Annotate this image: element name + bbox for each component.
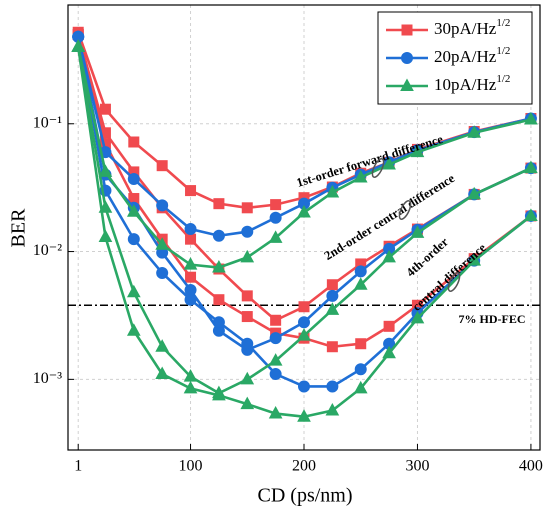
marker bbox=[400, 78, 414, 91]
marker bbox=[269, 332, 282, 345]
marker bbox=[185, 185, 197, 197]
group-ellipse bbox=[371, 158, 385, 178]
legend-label: 30pA/Hz1/2 bbox=[434, 17, 510, 38]
marker bbox=[354, 363, 367, 376]
plot-frame bbox=[67, 4, 541, 451]
marker bbox=[355, 338, 367, 350]
marker bbox=[212, 387, 226, 401]
x-tick-label: 300 bbox=[405, 458, 429, 475]
marker bbox=[325, 302, 340, 315]
marker bbox=[71, 39, 86, 52]
marker bbox=[156, 160, 168, 172]
threshold-label: 7% HD-FEC bbox=[459, 312, 526, 326]
marker bbox=[524, 208, 538, 221]
y-axis-label: BER bbox=[8, 208, 30, 248]
marker bbox=[353, 169, 368, 183]
marker bbox=[240, 371, 255, 385]
marker bbox=[213, 294, 225, 306]
marker bbox=[270, 199, 282, 211]
marker bbox=[297, 409, 311, 422]
marker bbox=[298, 316, 310, 329]
marker bbox=[326, 289, 339, 302]
marker bbox=[241, 311, 253, 323]
marker bbox=[240, 396, 255, 410]
marker bbox=[401, 24, 413, 36]
marker bbox=[467, 125, 482, 138]
marker bbox=[467, 253, 482, 266]
x-axis-label: CD (ps/nm) bbox=[258, 485, 353, 507]
marker bbox=[183, 380, 198, 394]
marker bbox=[155, 237, 170, 250]
marker bbox=[155, 339, 170, 352]
marker bbox=[126, 323, 141, 336]
marker bbox=[382, 345, 396, 359]
marker bbox=[270, 314, 282, 326]
marker bbox=[183, 257, 198, 270]
marker bbox=[354, 265, 367, 278]
marker bbox=[467, 186, 482, 200]
x-tick-label: 1 bbox=[74, 458, 82, 475]
marker bbox=[383, 320, 395, 332]
marker bbox=[127, 233, 140, 246]
marker bbox=[241, 290, 253, 302]
marker bbox=[184, 293, 197, 306]
marker bbox=[325, 403, 340, 416]
marker bbox=[126, 204, 141, 217]
y-tick-label: 10⁻¹ bbox=[33, 114, 62, 131]
marker bbox=[241, 225, 254, 238]
marker bbox=[326, 279, 338, 291]
marker bbox=[269, 211, 282, 224]
marker bbox=[240, 249, 255, 263]
marker bbox=[298, 301, 310, 313]
marker bbox=[268, 406, 283, 419]
marker bbox=[212, 259, 226, 273]
marker bbox=[156, 266, 169, 279]
x-tick-label: 400 bbox=[519, 458, 543, 475]
marker bbox=[353, 277, 368, 290]
marker bbox=[382, 156, 396, 170]
marker bbox=[185, 271, 197, 283]
marker bbox=[156, 199, 169, 212]
marker bbox=[325, 184, 340, 198]
x-tick-label: 200 bbox=[292, 458, 316, 475]
marker bbox=[382, 249, 396, 263]
marker bbox=[212, 229, 225, 242]
x-tick-label: 100 bbox=[179, 458, 203, 475]
marker bbox=[127, 172, 140, 185]
group-ellipse bbox=[398, 200, 412, 220]
marker bbox=[213, 198, 225, 210]
marker bbox=[128, 136, 140, 148]
marker bbox=[98, 229, 113, 243]
marker bbox=[353, 380, 368, 394]
marker bbox=[268, 353, 283, 366]
legend-label: 10pA/Hz1/2 bbox=[434, 73, 510, 94]
marker bbox=[298, 380, 310, 393]
marker bbox=[268, 230, 283, 243]
marker bbox=[98, 164, 113, 177]
marker bbox=[212, 316, 225, 329]
marker bbox=[410, 310, 425, 324]
marker bbox=[410, 225, 425, 238]
marker bbox=[410, 144, 425, 158]
marker bbox=[524, 160, 538, 174]
marker bbox=[185, 233, 197, 245]
marker bbox=[297, 328, 311, 341]
marker bbox=[126, 284, 141, 298]
marker bbox=[297, 204, 311, 218]
legend-label: 20pA/Hz1/2 bbox=[434, 45, 510, 66]
y-tick-label: 10⁻³ bbox=[33, 370, 62, 387]
marker bbox=[241, 202, 253, 214]
marker bbox=[99, 103, 111, 115]
marker bbox=[326, 341, 338, 353]
group-ellipse bbox=[447, 272, 461, 292]
marker bbox=[326, 380, 339, 393]
y-tick-label: 10⁻² bbox=[33, 242, 62, 259]
marker bbox=[269, 368, 282, 381]
marker bbox=[401, 52, 413, 64]
marker bbox=[155, 366, 170, 380]
marker bbox=[184, 223, 197, 236]
marker bbox=[241, 337, 254, 350]
marker bbox=[524, 111, 538, 125]
